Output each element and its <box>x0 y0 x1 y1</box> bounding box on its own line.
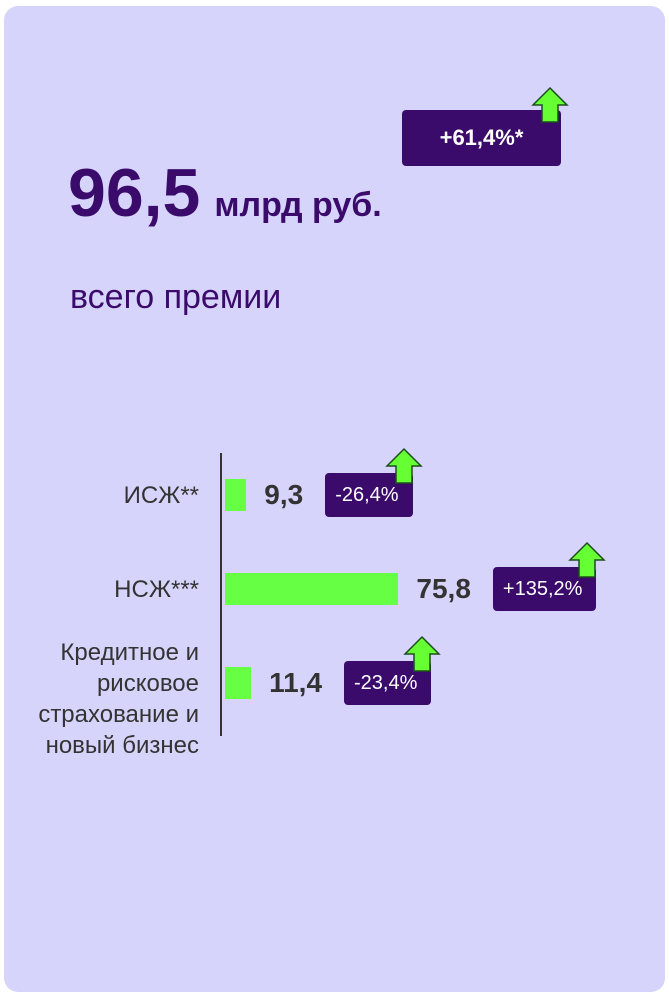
change-badge: -23,4% <box>344 635 442 705</box>
bar <box>225 573 399 605</box>
change-text: +61,4%* <box>439 125 524 150</box>
category-label: ИСЖ** <box>123 481 199 509</box>
bar-row: 9,3 -26,4% <box>225 447 423 518</box>
value-label: 75,8 <box>416 573 471 604</box>
headline: 96,5 млрд руб. <box>68 154 382 232</box>
headline-value: 96,5 <box>68 155 201 231</box>
change-text: +135,2% <box>502 577 583 600</box>
change-badge: +135,2% <box>492 541 607 611</box>
bar <box>225 479 247 511</box>
bar-row: 11,4 -23,4% <box>225 635 442 706</box>
bar-row: 75,8 +135,2% <box>225 541 607 612</box>
card: 96,5 млрд руб. всего премии +61,4%* ИСЖ**… <box>4 6 665 992</box>
headline-caption: всего премии <box>70 278 282 316</box>
up-arrow <box>384 447 423 484</box>
category-label: НСЖ*** <box>114 575 199 603</box>
bar <box>225 667 252 699</box>
change-text: -26,4% <box>335 483 399 506</box>
change-text: -23,4% <box>354 671 418 694</box>
up-arrow <box>568 541 607 578</box>
headline-unit: млрд руб. <box>214 186 382 224</box>
category-label: Кредитное и рисковое страхование и новый… <box>38 639 199 759</box>
up-arrow <box>531 86 569 123</box>
up-arrow <box>403 635 442 672</box>
change-badge: -26,4% <box>325 447 423 517</box>
value-label: 11,4 <box>269 667 323 698</box>
headline-change: +61,4%* <box>402 86 569 166</box>
axis-line <box>220 453 222 736</box>
value-label: 9,3 <box>264 479 304 510</box>
